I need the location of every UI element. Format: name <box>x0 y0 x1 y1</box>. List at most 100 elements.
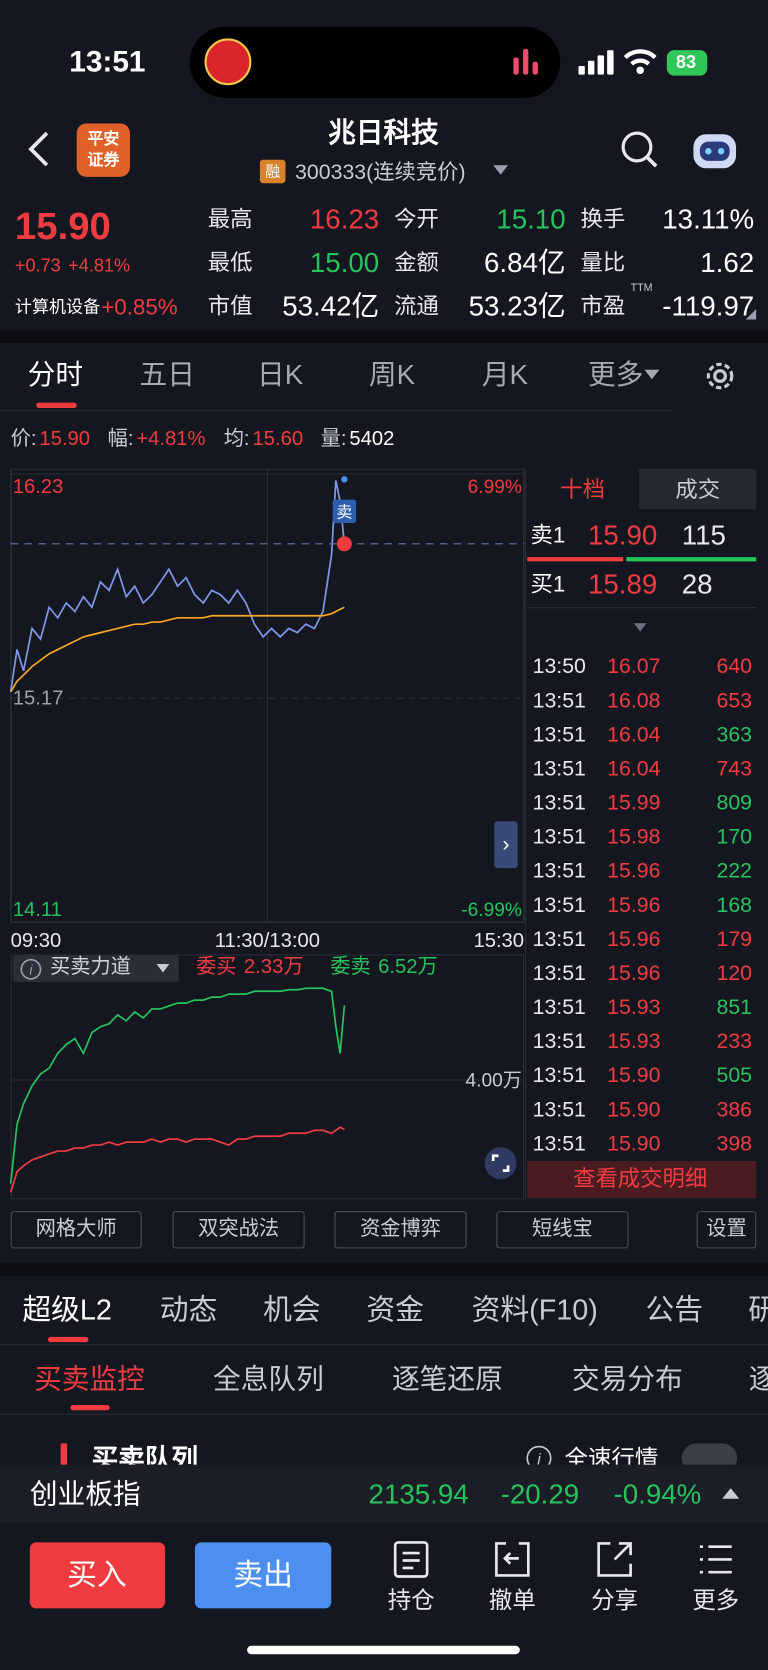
buy-button[interactable] <box>29 1542 166 1609</box>
trade-volume: 233 <box>716 1030 753 1054</box>
tool-label[interactable]: 双突战法 <box>198 1218 280 1241</box>
divider <box>527 607 757 609</box>
field-label: 市盈 <box>580 294 626 319</box>
marker-dot <box>341 476 348 483</box>
tool-label[interactable]: 网格大师 <box>35 1218 117 1241</box>
field-value: 6.84亿 <box>484 246 566 279</box>
info-label: 价: <box>10 427 37 451</box>
action-label[interactable]: 分享 <box>591 1586 639 1614</box>
tool-button[interactable] <box>496 1211 629 1249</box>
sub-tab[interactable]: 交易分布 <box>571 1362 683 1395</box>
action-label[interactable]: 持仓 <box>387 1586 435 1614</box>
ask-bar <box>527 557 624 562</box>
trade-price: 16.04 <box>607 723 661 747</box>
expand-icon[interactable] <box>722 1487 740 1500</box>
x-tick-label: 15:30 <box>473 930 524 952</box>
index-change: -20.29 <box>500 1477 580 1510</box>
expand-icon[interactable] <box>633 623 647 633</box>
trades-button[interactable] <box>527 1161 757 1199</box>
tool-button[interactable] <box>172 1211 305 1249</box>
period-tab[interactable]: 分时 <box>27 358 84 391</box>
buy-label[interactable]: 买入 <box>67 1558 127 1592</box>
fullscreen-button[interactable] <box>484 1146 518 1180</box>
period-tab[interactable]: 五日 <box>139 358 195 391</box>
section-tab[interactable]: 公告 <box>645 1293 704 1326</box>
indicator-title[interactable]: 买卖力道 <box>50 956 132 979</box>
dropdown-icon[interactable] <box>644 369 660 381</box>
series-line <box>9 1126 345 1193</box>
series-line <box>9 606 345 693</box>
battery-level: 83 <box>675 51 697 73</box>
period-tab[interactable]: 周K <box>368 358 416 391</box>
sub-tab[interactable]: 逐 <box>749 1363 768 1396</box>
section-marker <box>60 1443 68 1467</box>
period-tab[interactable]: 更多 <box>587 358 644 391</box>
section-tab[interactable]: 资料(F10) <box>471 1293 598 1326</box>
info-value: 15.90 <box>39 427 91 451</box>
section-tab[interactable]: 动态 <box>159 1293 218 1326</box>
field-sup: TTM <box>630 282 653 294</box>
trade-time: 13:51 <box>532 825 586 849</box>
trade-price: 15.90 <box>607 1098 661 1122</box>
tool-button[interactable] <box>334 1211 467 1249</box>
trade-price: 15.90 <box>607 1064 661 1088</box>
trade-price: 16.08 <box>607 689 661 713</box>
field-label: 金额 <box>394 250 439 276</box>
section-tab[interactable]: 资金 <box>366 1293 424 1326</box>
field-label: 换手 <box>580 207 626 232</box>
share-icon[interactable] <box>595 1540 633 1578</box>
tool-label[interactable]: 短线宝 <box>532 1218 593 1241</box>
index-bar[interactable] <box>0 1464 768 1524</box>
trade-price: 15.93 <box>607 1030 661 1054</box>
info-icon[interactable]: i <box>19 958 42 981</box>
cancel-icon[interactable] <box>493 1540 531 1578</box>
tool-button[interactable] <box>10 1211 142 1249</box>
sub-tab[interactable]: 买卖监控 <box>34 1362 145 1395</box>
tool-button[interactable] <box>696 1211 757 1249</box>
back-button[interactable] <box>26 130 54 168</box>
tool-label[interactable]: 设置 <box>706 1218 747 1241</box>
panel-tab[interactable]: 成交 <box>675 477 721 503</box>
y-tick-label: 4.00万 <box>465 1070 521 1091</box>
trades-button-label[interactable]: 查看成交明细 <box>573 1166 708 1192</box>
series-line <box>9 987 346 1184</box>
period-tab[interactable]: 日K <box>257 358 304 391</box>
legend-value: 6.52万 <box>378 956 438 979</box>
signal-icon <box>578 50 614 75</box>
sub-tab[interactable]: 逐笔还原 <box>391 1362 503 1395</box>
dropdown-icon[interactable] <box>493 165 509 176</box>
section-tab[interactable]: 研 <box>748 1293 768 1328</box>
action-label[interactable]: 撤单 <box>488 1586 536 1614</box>
last-price-dot <box>336 536 352 552</box>
search-button[interactable] <box>620 130 660 170</box>
book-volume: 115 <box>681 519 726 552</box>
sell-label[interactable]: 卖出 <box>233 1558 293 1592</box>
tool-label[interactable]: 资金博弈 <box>360 1218 441 1241</box>
trade-time: 13:51 <box>532 995 586 1020</box>
sub-tab[interactable]: 全息队列 <box>213 1362 324 1395</box>
tab-underline <box>36 402 77 408</box>
expand-button[interactable]: › <box>494 821 518 869</box>
index-change-pct: -0.94% <box>613 1477 702 1510</box>
panel-tab[interactable]: 十档 <box>560 477 606 503</box>
dropdown-icon[interactable] <box>156 963 170 974</box>
stock-name: 兆日科技 <box>328 116 439 149</box>
section-tab[interactable]: 机会 <box>263 1293 321 1326</box>
settings-button[interactable] <box>703 359 737 393</box>
trade-volume: 743 <box>716 757 753 781</box>
sector: 计算机设备 <box>14 298 101 317</box>
holdings-icon[interactable] <box>392 1540 430 1578</box>
action-label[interactable]: 更多 <box>692 1586 740 1614</box>
trade-volume: 809 <box>716 791 753 815</box>
tab-underline <box>47 1336 89 1343</box>
trade-volume: 170 <box>716 825 753 849</box>
book-price: 15.90 <box>587 519 658 552</box>
book-label: 卖1 <box>530 523 566 548</box>
section-tab[interactable]: 超级L2 <box>22 1293 112 1326</box>
period-tab[interactable]: 月K <box>481 358 528 391</box>
assistant-button[interactable] <box>690 126 739 173</box>
clock: 13:51 <box>69 44 146 78</box>
sell-button[interactable] <box>194 1542 332 1609</box>
more-icon[interactable] <box>697 1540 735 1578</box>
divider <box>0 1413 768 1415</box>
